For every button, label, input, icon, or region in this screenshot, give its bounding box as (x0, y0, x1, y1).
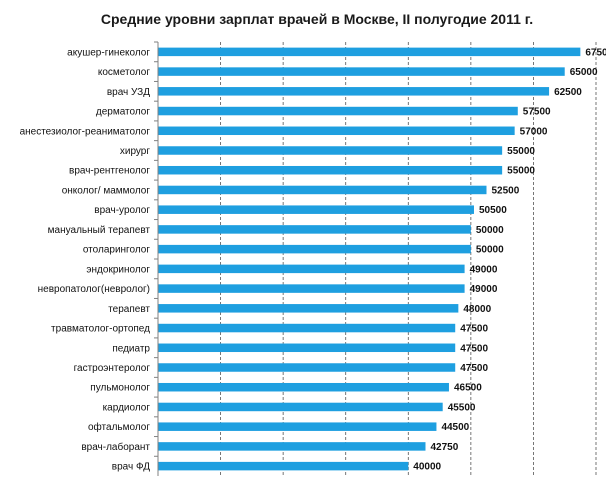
bar (158, 402, 443, 412)
bar (158, 47, 581, 57)
bar (158, 323, 456, 333)
category-label: врач-рентгенолог (69, 166, 150, 177)
category-label: дерматолог (96, 107, 150, 118)
category-label: онколог/ маммолог (62, 185, 151, 196)
bar (158, 382, 449, 392)
value-label: 50500 (479, 205, 507, 216)
category-label: травматолог-ортопед (51, 324, 150, 335)
category-label: акушер-гинеколог (67, 47, 150, 58)
bar (158, 363, 456, 372)
category-label: врач-лаборант (81, 441, 150, 453)
value-label: 48000 (463, 304, 491, 315)
bar (158, 264, 465, 274)
value-label: 40000 (413, 462, 441, 473)
value-label: 47500 (460, 343, 488, 354)
category-labels: акушер-гинеколог косметолог врач УЗД дермат… (20, 47, 151, 472)
value-label: 57000 (520, 126, 548, 137)
bar (158, 304, 459, 313)
value-label: 55000 (507, 146, 535, 157)
bar (158, 165, 503, 175)
category-label: педиатр (112, 343, 150, 354)
category-label: офтальмолог (88, 421, 150, 433)
bar (158, 146, 503, 155)
category-label: врач-уролог (94, 205, 150, 216)
category-label: отоларинголог (83, 245, 150, 256)
category-label: мануальный терапевт (48, 225, 151, 236)
category-label: анестезиолог-реаниматолог (20, 126, 151, 137)
bar (158, 87, 550, 96)
value-label: 47500 (460, 363, 488, 374)
value-label: 67500 (585, 47, 606, 58)
bar (158, 284, 465, 293)
value-label: 65000 (570, 67, 598, 78)
category-label: терапевт (108, 304, 150, 315)
category-label: хирург (120, 146, 150, 157)
value-label: 50000 (476, 245, 504, 256)
bar (158, 205, 474, 214)
value-label: 49000 (470, 264, 498, 275)
category-label: пульмонолог (90, 383, 150, 394)
bar (158, 461, 409, 471)
category-label: гастроэнтеролог (74, 363, 151, 374)
bar (158, 225, 471, 234)
chart-title: Средние уровни зарплат врачей в Москве, … (101, 11, 533, 27)
bars (154, 41, 581, 471)
bar (158, 67, 565, 76)
category-label: косметолог (98, 67, 150, 78)
category-label: кардиолог (103, 402, 151, 413)
bar (158, 185, 487, 195)
value-label: 45500 (448, 402, 476, 413)
value-label: 42750 (430, 442, 458, 453)
value-label: 62500 (554, 87, 582, 98)
value-label: 52500 (492, 185, 520, 196)
category-label: невропатолог(невролог) (38, 284, 150, 295)
value-label: 50000 (476, 225, 504, 236)
value-label: 46500 (454, 383, 482, 394)
bar (158, 422, 437, 431)
value-label: 47500 (460, 324, 488, 335)
value-label: 55000 (507, 166, 535, 177)
category-label: врач ФД (112, 462, 150, 473)
value-label: 57500 (523, 107, 551, 118)
category-label: врач УЗД (107, 87, 150, 98)
bar (158, 442, 426, 451)
value-label: 49000 (470, 284, 498, 295)
bar (158, 106, 518, 116)
bar (158, 343, 456, 353)
bar (158, 126, 515, 136)
category-label: эндокринолог (86, 264, 150, 275)
bar (158, 244, 471, 254)
value-label: 44500 (441, 422, 469, 433)
